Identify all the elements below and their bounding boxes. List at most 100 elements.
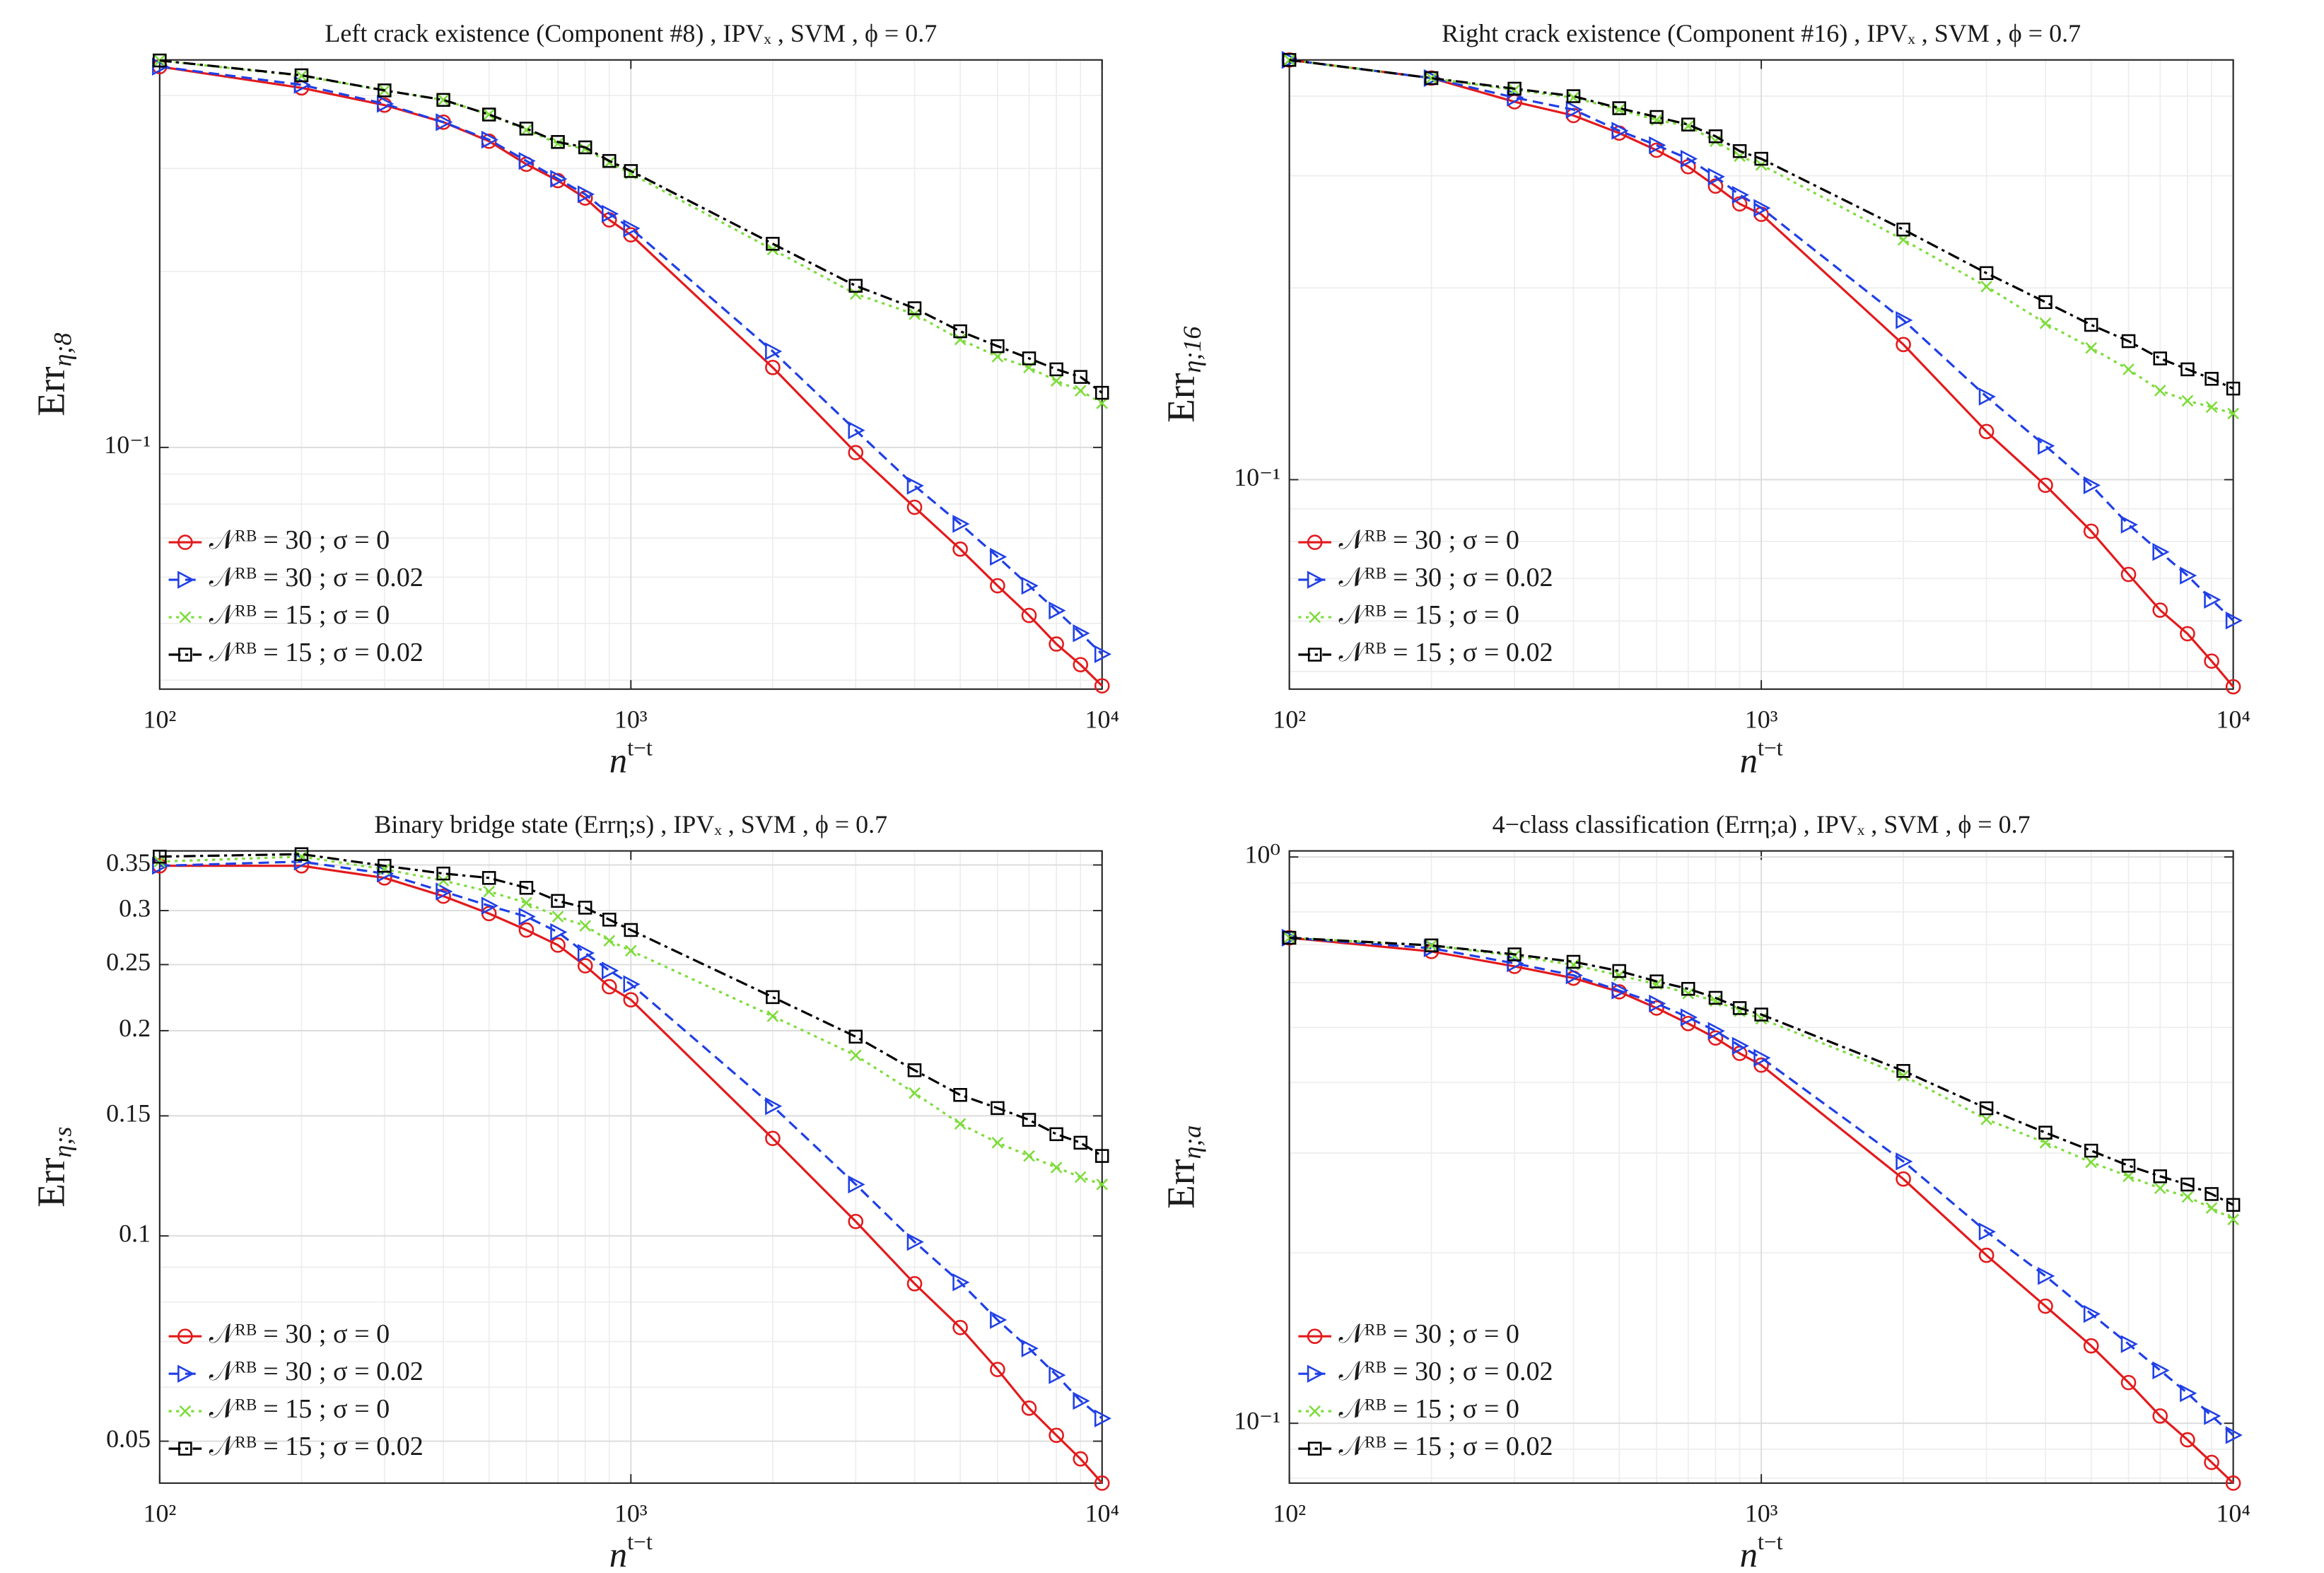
x-axis-label-sup: t−t [627, 1530, 653, 1555]
series-group [1281, 51, 2243, 695]
marker [1732, 144, 1747, 158]
marker [1611, 122, 1629, 140]
marker [2204, 1407, 2221, 1425]
marker [2038, 1298, 2053, 1314]
marker [550, 937, 566, 953]
marker [991, 1137, 1004, 1149]
legend-entry: 𝒩ᴿᴮ = 15 ; σ = 0.02 [168, 1432, 424, 1461]
y-tick-label: 10⁻¹ [1234, 1406, 1280, 1434]
x-axis-label-base: n [1740, 740, 1758, 780]
marker [1732, 1036, 1749, 1056]
marker [601, 978, 617, 995]
legend-label: 𝒩ᴿᴮ = 30 ; σ = 0.02 [1339, 1357, 1553, 1386]
marker [378, 83, 392, 98]
marker [848, 445, 864, 460]
marker [436, 882, 453, 901]
legend-entry: 𝒩ᴿᴮ = 15 ; σ = 0.02 [168, 638, 424, 667]
marker [2152, 602, 2168, 618]
series-line [1289, 59, 2234, 688]
marker [378, 858, 392, 873]
marker [2205, 1187, 2219, 1201]
marker [2152, 543, 2170, 561]
series-line [159, 853, 1103, 1157]
y-tick-label: 0.3 [119, 894, 151, 922]
y-tick-label: 0.25 [106, 948, 151, 976]
x-tick-label: 10⁴ [1085, 706, 1119, 734]
marker [1021, 576, 1039, 595]
marker [2225, 679, 2241, 695]
marker [481, 896, 499, 915]
marker [551, 894, 565, 908]
marker [1021, 607, 1037, 624]
marker [1049, 1366, 1066, 1384]
legend-entry: 𝒩ᴿᴮ = 30 ; σ = 0.02 [168, 1357, 424, 1386]
marker [907, 301, 922, 315]
series-line [1289, 936, 2234, 1485]
series-group [1281, 928, 2243, 1491]
x-tick-label: 10⁴ [2216, 706, 2250, 734]
marker [991, 1101, 1005, 1116]
marker [2038, 295, 2053, 310]
marker [1508, 949, 1521, 962]
marker [2154, 1182, 2166, 1195]
marker [294, 847, 309, 861]
marker [578, 901, 592, 915]
marker [1094, 1475, 1110, 1491]
marker [2180, 626, 2195, 642]
x-tick-label: 10³ [614, 706, 648, 734]
marker [2227, 407, 2239, 420]
x-tick-label: 10² [143, 706, 176, 734]
marker [1754, 1007, 1768, 1022]
marker [1649, 136, 1666, 155]
marker [551, 135, 565, 149]
y-tick-label: 10⁻¹ [104, 431, 151, 459]
marker [952, 515, 970, 533]
marker [1307, 648, 1322, 662]
x-tick-label: 10³ [614, 1499, 648, 1528]
legend-entry: 𝒩ᴿᴮ = 15 ; σ = 0 [168, 1394, 390, 1424]
marker [1424, 938, 1439, 953]
marker [2038, 1267, 2055, 1285]
marker [2204, 590, 2221, 609]
marker [990, 547, 1008, 566]
marker [483, 108, 495, 121]
marker [848, 1213, 864, 1229]
marker [1023, 1150, 1035, 1162]
marker [1978, 423, 1995, 440]
panel: 10² 10³ 10⁴ 10⁻¹ Right crack existence (Comp… [1159, 19, 2250, 780]
x-axis-label-sup: t−t [1758, 736, 1783, 761]
marker [1309, 611, 1321, 624]
x-tick-label: 10² [1273, 1499, 1306, 1528]
marker [2205, 372, 2219, 386]
x-axis-label-sup: t−t [627, 736, 653, 761]
marker [153, 54, 166, 66]
marker [1022, 351, 1037, 366]
marker [906, 1275, 923, 1292]
marker [603, 935, 616, 947]
marker [2152, 1408, 2168, 1424]
legend-label: 𝒩ᴿᴮ = 15 ; σ = 0 [209, 1394, 390, 1424]
marker [623, 219, 641, 238]
marker [577, 958, 593, 973]
marker [952, 1319, 968, 1335]
marker [1096, 1179, 1109, 1191]
y-axis-label: Errη;16 [1159, 327, 1206, 423]
marker [991, 339, 1005, 353]
marker [2180, 566, 2197, 585]
x-axis-label: nt−t [609, 736, 653, 780]
marker [1611, 981, 1629, 1000]
marker [518, 907, 536, 926]
series-group [152, 847, 1111, 1491]
marker [1074, 385, 1087, 397]
marker [1049, 636, 1064, 652]
y-tick-label: 0.1 [119, 1219, 151, 1247]
marker [953, 1087, 967, 1102]
marker [520, 896, 532, 909]
y-axis-label-sub: η;8 [49, 333, 77, 367]
legend-entry: 𝒩ᴿᴮ = 30 ; σ = 0.02 [1298, 1357, 1553, 1386]
marker [1707, 168, 1725, 186]
legend-entry: 𝒩ᴿᴮ = 30 ; σ = 0 [1298, 525, 1519, 555]
marker [991, 351, 1004, 363]
marker [1649, 994, 1666, 1013]
x-axis-label-base: n [609, 1534, 627, 1573]
